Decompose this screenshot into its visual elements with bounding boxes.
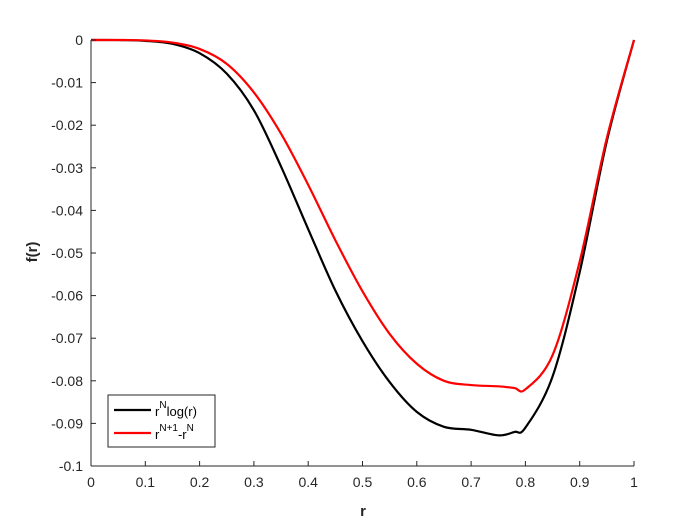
series-line-2: [90, 38, 636, 393]
y-tick-label: -0.05: [51, 245, 83, 261]
y-tick-label: -0.06: [51, 288, 83, 304]
y-tick-label: 0: [75, 32, 83, 48]
x-tick-label: 0.5: [353, 474, 373, 490]
x-tick-label: 1: [630, 474, 638, 490]
legend-box: [107, 394, 216, 448]
legend: rNlog(r) rN+1-rN: [107, 394, 216, 448]
y-tick-label: -0.02: [51, 117, 83, 133]
y-tick-label: -0.01: [51, 75, 83, 91]
x-axis-title: r: [360, 503, 366, 520]
x-tick-label: 0.7: [461, 474, 481, 490]
y-tick-label: -0.07: [51, 330, 83, 346]
y-tick-label: -0.04: [51, 202, 83, 218]
x-tick-label: 0: [87, 474, 95, 490]
y-axis-title: f(r): [24, 242, 41, 263]
y-tick-label: -0.08: [51, 373, 83, 389]
legend-entry-2: rN+1-rN: [155, 423, 194, 442]
x-tick-label: 0.4: [298, 474, 318, 490]
y-axis-ticks: 0 -0.01 -0.02 -0.03 -0.04 -0.05 -0.06 -0.07 -0.0…: [51, 32, 96, 474]
legend-entry-1: rNlog(r): [155, 400, 197, 419]
y-tick-label: -0.1: [59, 458, 83, 474]
x-tick-label: 0.1: [136, 474, 156, 490]
series-line-1: [90, 38, 636, 437]
x-tick-label: 0.8: [516, 474, 536, 490]
series-layer: [90, 38, 636, 437]
x-tick-label: 0.2: [190, 474, 210, 490]
y-tick-label: -0.03: [51, 160, 83, 176]
x-axis-ticks: 0 0.1 0.2 0.3 0.4 0.5 0.6 0.7 0.8 0.9 1: [87, 461, 638, 490]
x-tick-label: 0.6: [407, 474, 427, 490]
x-tick-label: 0.3: [244, 474, 264, 490]
y-tick-label: -0.09: [51, 415, 83, 431]
x-tick-label: 0.9: [570, 474, 590, 490]
